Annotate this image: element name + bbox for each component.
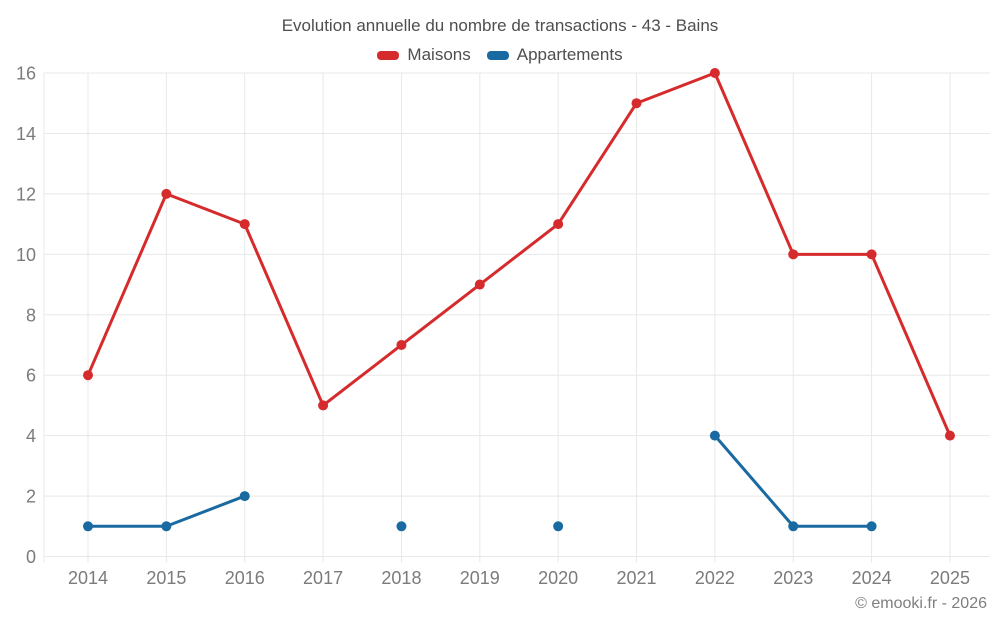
x-tick-label: 2019 bbox=[460, 568, 500, 588]
chart-title: Evolution annuelle du nombre de transact… bbox=[281, 16, 719, 35]
y-tick-label: 12 bbox=[16, 184, 36, 204]
data-point-maisons-2021[interactable] bbox=[631, 98, 642, 109]
data-point-appartements-2014[interactable] bbox=[83, 521, 93, 532]
x-tick-label: 2022 bbox=[695, 568, 735, 588]
data-point-maisons-2023[interactable] bbox=[788, 249, 799, 260]
y-tick-label: 0 bbox=[26, 547, 36, 567]
series-line-maisons bbox=[86, 71, 952, 438]
data-point-maisons-2022[interactable] bbox=[709, 68, 720, 78]
legend-swatch-maisons-icon bbox=[377, 50, 400, 60]
x-tick-label: 2016 bbox=[225, 568, 265, 588]
x-tick-label: 2015 bbox=[146, 568, 186, 588]
y-tick-label: 10 bbox=[16, 245, 36, 265]
x-tick-label: 2014 bbox=[68, 568, 108, 588]
y-tick-label: 16 bbox=[16, 64, 36, 84]
legend-label-appartements: Appartements bbox=[516, 45, 623, 64]
x-tick-label: 2025 bbox=[930, 568, 970, 588]
data-point-maisons-2017[interactable] bbox=[318, 400, 329, 411]
x-tick-label: 2024 bbox=[852, 568, 892, 588]
data-point-maisons-2018[interactable] bbox=[396, 339, 407, 350]
data-point-maisons-2016[interactable] bbox=[239, 219, 250, 230]
y-tick-label: 8 bbox=[26, 305, 36, 325]
data-point-maisons-2024[interactable] bbox=[866, 249, 877, 260]
data-point-maisons-2015[interactable] bbox=[161, 188, 172, 199]
y-tick-label: 2 bbox=[26, 487, 36, 507]
chart-legend: Maisons Appartements bbox=[0, 45, 1000, 65]
data-point-maisons-2019[interactable] bbox=[474, 279, 485, 290]
data-point-appartements-2024[interactable] bbox=[866, 521, 877, 532]
data-point-appartements-2020[interactable] bbox=[553, 521, 564, 532]
legend-item-maisons[interactable]: Maisons bbox=[377, 45, 471, 65]
x-tick-label: 2021 bbox=[616, 568, 656, 588]
data-point-appartements-2023[interactable] bbox=[788, 521, 799, 532]
x-tick-label: 2017 bbox=[303, 568, 343, 588]
copyright-text: © emooki.fr - 2026 bbox=[855, 595, 987, 612]
x-tick-label: 2018 bbox=[381, 568, 421, 588]
y-tick-label: 4 bbox=[26, 426, 36, 446]
data-point-maisons-2014[interactable] bbox=[83, 370, 93, 381]
data-point-appartements-2016[interactable] bbox=[239, 491, 250, 502]
legend-swatch-appartements-icon bbox=[486, 50, 509, 60]
data-point-maisons-2020[interactable] bbox=[553, 219, 564, 230]
y-tick-label: 14 bbox=[16, 124, 36, 144]
data-point-appartements-2015[interactable] bbox=[161, 521, 172, 532]
data-point-appartements-2018[interactable] bbox=[396, 521, 407, 532]
x-tick-label: 2023 bbox=[773, 568, 813, 588]
legend-label-maisons: Maisons bbox=[407, 45, 471, 64]
legend-item-appartements[interactable]: Appartements bbox=[486, 45, 623, 65]
data-point-appartements-2022[interactable] bbox=[709, 430, 720, 441]
x-tick-label: 2020 bbox=[538, 568, 578, 588]
y-tick-label: 6 bbox=[26, 366, 36, 386]
data-point-maisons-2025[interactable] bbox=[944, 430, 955, 441]
